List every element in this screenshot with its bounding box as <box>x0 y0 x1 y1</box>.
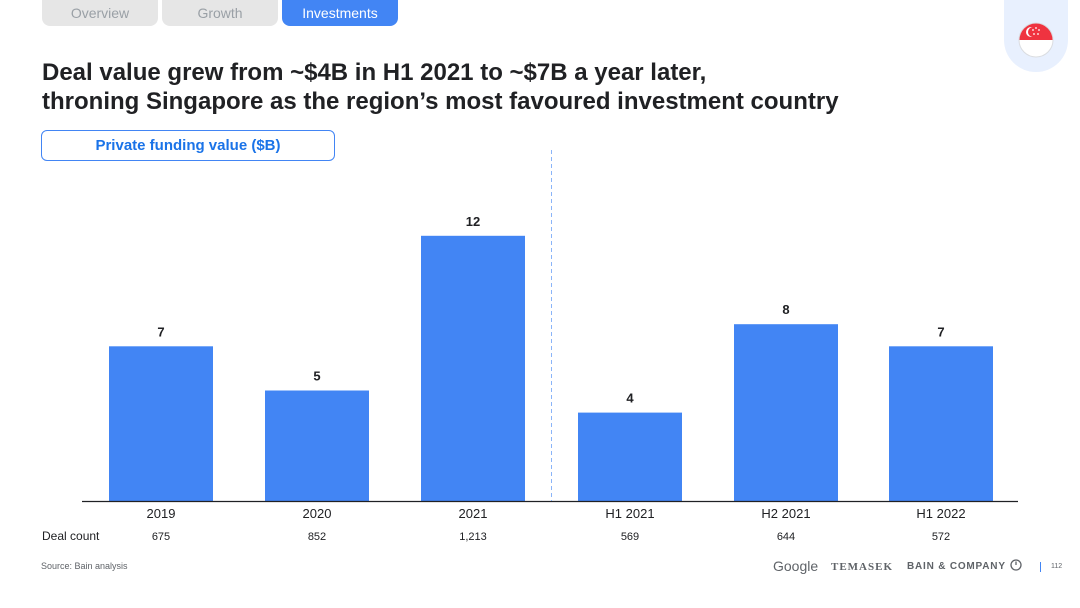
bar-3 <box>578 412 682 501</box>
deal-count-value: 1,213 <box>459 531 487 543</box>
source-note: Source: Bain analysis <box>41 561 128 571</box>
google-logo: Google <box>773 558 819 574</box>
x-tick-label: H1 2021 <box>605 506 654 521</box>
bar-0 <box>109 346 213 501</box>
deal-count-value: 569 <box>621 531 639 543</box>
bar-value-label: 5 <box>313 369 320 384</box>
tab-growth[interactable]: Growth <box>162 0 278 26</box>
deal-count-value: 852 <box>308 531 326 543</box>
bars-layer: 7 2019 675 5 2020 852 12 2021 1,213 4 H1 2021 569 8 H… <box>82 150 1018 543</box>
bain-logo: BAIN & COMPANY <box>907 561 1006 572</box>
bar-5 <box>889 346 993 501</box>
title-line-1: Deal value grew from ~$4B in H1 2021 to … <box>42 59 707 86</box>
bar-value-label: 12 <box>466 214 480 229</box>
bar-value-label: 4 <box>626 391 634 406</box>
x-tick-label: H2 2021 <box>761 506 810 521</box>
deal-count-value: 644 <box>777 531 795 543</box>
tab-bar: Overview Growth Investments <box>42 0 398 26</box>
bar-1 <box>265 390 369 501</box>
deal-count-label: Deal count <box>42 529 100 543</box>
title-line-2: throning Singapore as the region’s most … <box>42 88 839 115</box>
bain-clock-icon <box>1010 559 1022 571</box>
x-tick-label: 2021 <box>459 506 488 521</box>
bar-value-label: 7 <box>937 324 944 339</box>
page-number: 112 <box>1051 563 1063 570</box>
deal-count-value: 572 <box>932 531 950 543</box>
x-tick-label: 2019 <box>147 506 176 521</box>
bar-value-label: 7 <box>157 324 164 339</box>
tab-investments[interactable]: Investments <box>282 0 398 26</box>
footer-separator <box>1040 562 1041 572</box>
flag-badge <box>1004 0 1068 72</box>
deal-count-value: 675 <box>152 531 170 543</box>
bar-chart: 7 2019 675 5 2020 852 12 2021 1,213 4 H1 2021 569 8 H… <box>82 150 1018 543</box>
bar-value-label: 8 <box>782 302 789 317</box>
tab-overview[interactable]: Overview <box>42 0 158 26</box>
temasek-logo: TEMASEK <box>831 561 894 573</box>
bar-2 <box>421 235 525 502</box>
singapore-flag-icon <box>1018 22 1054 58</box>
x-tick-label: H1 2022 <box>916 506 965 521</box>
x-tick-label: 2020 <box>303 506 332 521</box>
slide-title: Deal value grew from ~$4B in H1 2021 to … <box>42 58 1002 116</box>
chart-label: Private funding value ($B) <box>41 130 335 161</box>
bar-4 <box>734 324 838 501</box>
